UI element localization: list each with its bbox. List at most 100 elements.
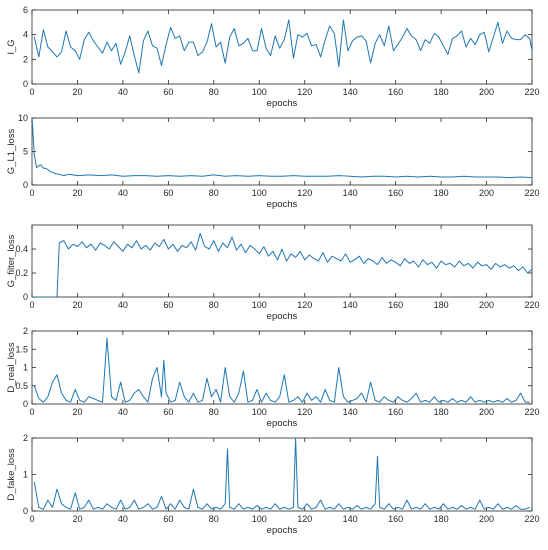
x-tick-label: 160 — [388, 407, 403, 417]
x-tick-label: 0 — [29, 188, 34, 198]
y-tick-label: 0 — [23, 79, 28, 89]
x-tick-label: 140 — [343, 514, 358, 524]
x-tick-label: 80 — [209, 188, 219, 198]
axes-frame — [31, 9, 533, 85]
y-tick-label: 0 — [23, 506, 28, 516]
x-tick-label: 80 — [209, 407, 219, 417]
x-tick-label: 140 — [343, 87, 358, 97]
y-axis-label: G_filter_loss — [6, 234, 17, 287]
y-tick-label: 2 — [23, 54, 28, 64]
subplot-1: 0 20 40 60 80 100 120 140 160 180 200 220 0 2 4 6 epochs… — [6, 5, 540, 109]
x-tick-label: 220 — [524, 514, 539, 524]
x-tick-label: 180 — [434, 407, 449, 417]
x-axis-label: epochs — [267, 98, 298, 109]
x-tick-label: 220 — [524, 87, 539, 97]
x-tick-label: 60 — [163, 514, 173, 524]
x-axis-label: epochs — [267, 418, 298, 429]
x-tick-label: 100 — [252, 514, 267, 524]
y-axis-label: I_G — [6, 39, 17, 54]
axes-frame — [31, 437, 533, 512]
x-tick-label: 200 — [479, 514, 494, 524]
x-tick-label: 180 — [434, 514, 449, 524]
y-tick-label: 0.5 — [15, 381, 28, 391]
x-tick-label: 140 — [343, 407, 358, 417]
x-tick-label: 200 — [479, 300, 494, 310]
subplot-2: 0 20 40 60 80 100 120 140 160 180 200 220 0 5 10 epochs… — [6, 113, 540, 210]
x-tick-label: 40 — [118, 407, 128, 417]
series-line — [33, 19, 532, 74]
x-tick-label: 120 — [297, 87, 312, 97]
x-tick-label: 80 — [209, 300, 219, 310]
y-tick-label: 0 — [23, 180, 28, 190]
subplot-5: 0 20 40 60 80 100 120 140 160 180 200 220 0 1 2 epochs D… — [6, 433, 540, 536]
series-line — [32, 232, 532, 297]
y-tick-label: 5 — [23, 147, 28, 157]
x-tick-label: 120 — [297, 514, 312, 524]
x-axis-label: epochs — [267, 199, 298, 210]
x-tick-label: 200 — [479, 407, 494, 417]
x-tick-label: 200 — [479, 87, 494, 97]
subplot-4: 0 20 40 60 80 100 120 140 160 180 200 220 0 0.5 1 1.5 2 e… — [6, 326, 540, 429]
x-tick-label: 160 — [388, 300, 403, 310]
x-tick-label: 40 — [118, 514, 128, 524]
y-axis-label: D_real_loss — [6, 342, 17, 392]
x-tick-label: 40 — [118, 300, 128, 310]
x-axis-label: epochs — [267, 311, 298, 322]
x-tick-label: 100 — [252, 188, 267, 198]
x-tick-label: 20 — [72, 514, 82, 524]
x-tick-label: 20 — [72, 300, 82, 310]
y-tick-label: 1.5 — [15, 344, 28, 354]
y-axis-label: D_fake_loss — [6, 448, 17, 501]
x-tick-label: 180 — [434, 300, 449, 310]
y-tick-label: 0.4 — [15, 244, 28, 254]
y-tick-label: 0 — [23, 399, 28, 409]
x-tick-label: 120 — [297, 188, 312, 198]
y-tick-label: 2 — [23, 326, 28, 336]
x-tick-label: 160 — [388, 87, 403, 97]
subplot-3: 0 20 40 60 80 100 120 140 160 180 200 220 0 0.2 0.4 epo… — [6, 224, 540, 322]
x-tick-label: 20 — [72, 87, 82, 97]
series-line — [33, 438, 530, 510]
x-tick-label: 0 — [29, 407, 34, 417]
x-tick-label: 80 — [209, 87, 219, 97]
x-tick-label: 0 — [29, 300, 34, 310]
series-line — [32, 118, 532, 179]
y-tick-label: 0 — [23, 292, 28, 302]
x-tick-label: 220 — [524, 300, 539, 310]
x-tick-label: 60 — [163, 300, 173, 310]
y-tick-label: 4 — [23, 30, 28, 40]
x-tick-label: 20 — [72, 188, 82, 198]
y-axis-label: G_L1_loss — [6, 129, 17, 175]
y-tick-label: 6 — [23, 5, 28, 15]
x-tick-label: 120 — [297, 300, 312, 310]
x-tick-label: 60 — [163, 188, 173, 198]
y-tick-label: 2 — [23, 433, 28, 443]
x-tick-label: 0 — [29, 514, 34, 524]
x-tick-label: 100 — [252, 407, 267, 417]
x-tick-label: 220 — [524, 407, 539, 417]
x-tick-label: 200 — [479, 188, 494, 198]
x-tick-label: 120 — [297, 407, 312, 417]
x-tick-label: 0 — [29, 87, 34, 97]
x-tick-label: 40 — [118, 188, 128, 198]
series-line — [33, 337, 530, 403]
x-tick-label: 140 — [343, 300, 358, 310]
x-tick-label: 60 — [163, 87, 173, 97]
y-tick-label: 0.2 — [15, 268, 28, 278]
x-tick-label: 160 — [388, 514, 403, 524]
x-tick-label: 80 — [209, 514, 219, 524]
x-axis-label: epochs — [267, 525, 298, 536]
x-tick-label: 160 — [388, 188, 403, 198]
axes-frame — [31, 224, 533, 298]
y-tick-label: 10 — [18, 113, 28, 123]
y-tick-label: 1 — [23, 470, 28, 480]
x-tick-label: 60 — [163, 407, 173, 417]
x-tick-label: 20 — [72, 407, 82, 417]
x-tick-label: 140 — [343, 188, 358, 198]
x-tick-label: 180 — [434, 188, 449, 198]
x-tick-label: 180 — [434, 87, 449, 97]
y-tick-label: 1 — [23, 363, 28, 373]
x-tick-label: 100 — [252, 87, 267, 97]
x-tick-label: 220 — [524, 188, 539, 198]
